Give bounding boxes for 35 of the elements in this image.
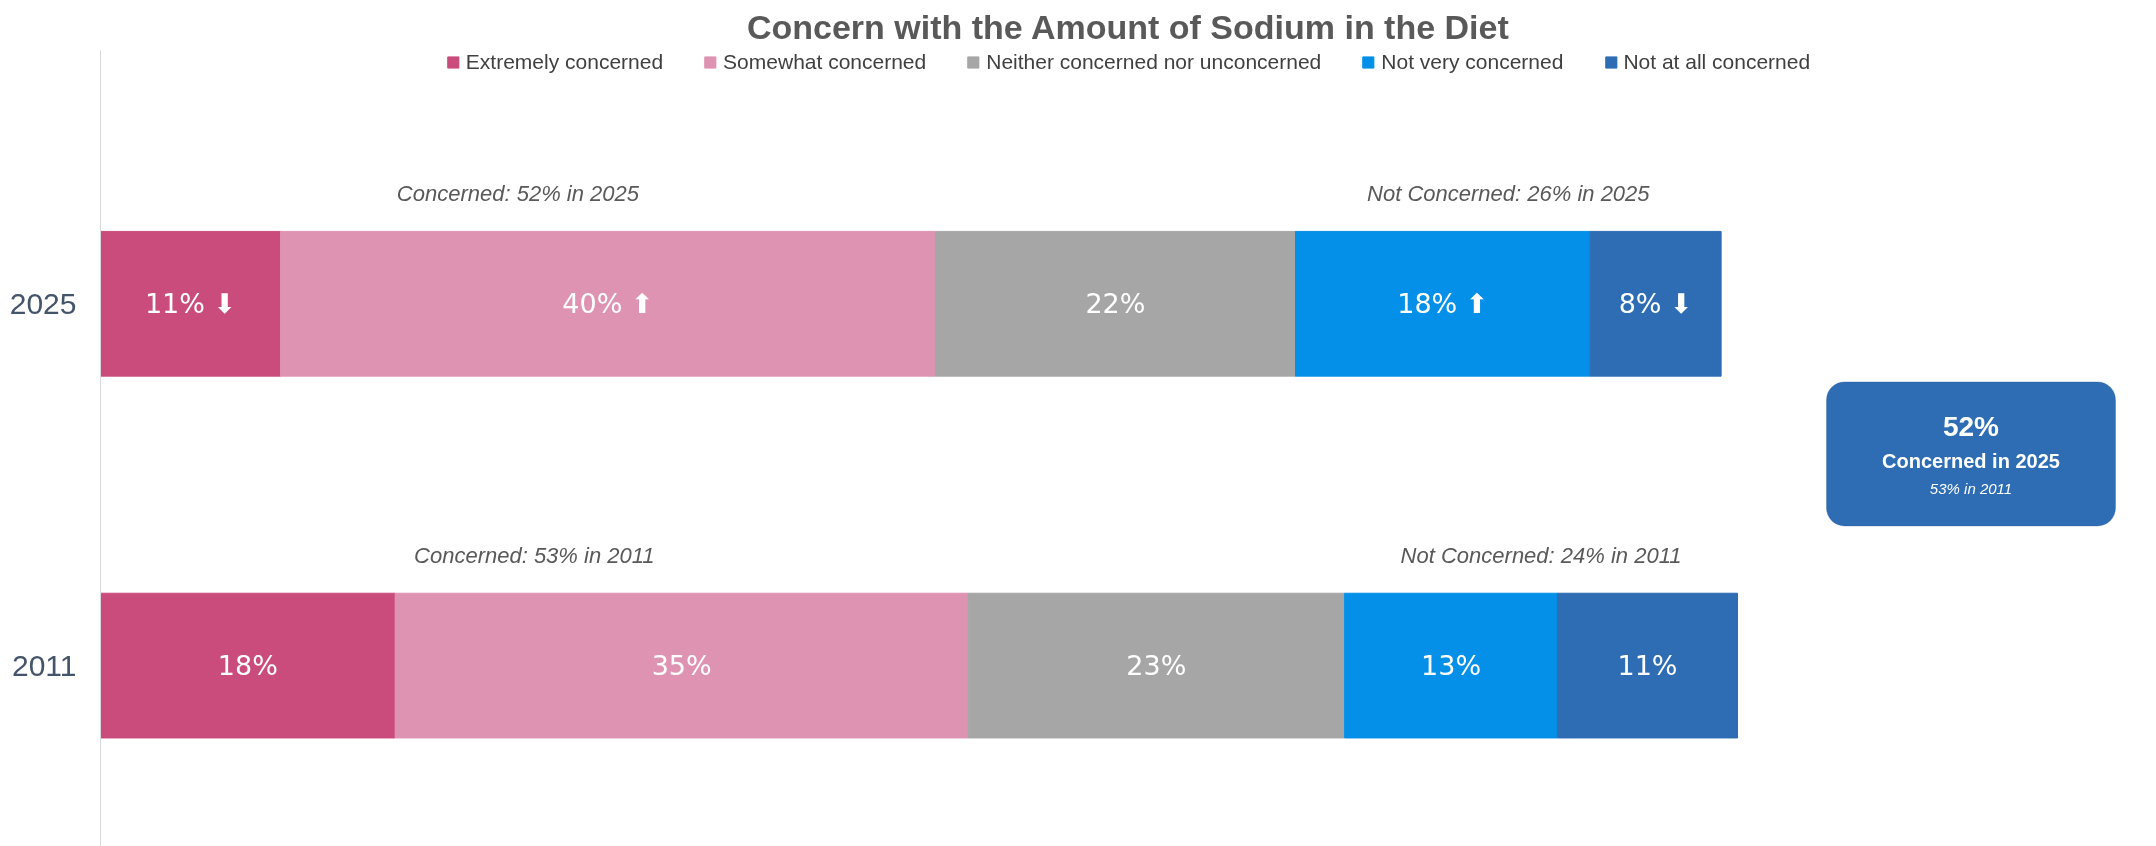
bar bbox=[100, 230, 282, 377]
bar bbox=[1344, 592, 1558, 739]
data-label: 40% ⬆ bbox=[562, 288, 654, 320]
legend-label: Somewhat concerned bbox=[723, 50, 927, 74]
bar bbox=[967, 592, 1346, 739]
bar bbox=[280, 230, 936, 377]
bar bbox=[934, 230, 1297, 377]
annotation: Not Concerned: 24% in 2011 bbox=[1400, 542, 1682, 568]
data-label: 22% bbox=[1085, 288, 1146, 320]
data-label: 8% ⬇ bbox=[1618, 288, 1693, 320]
data-label: 11% bbox=[1617, 650, 1678, 682]
text: 53% in 2011 bbox=[1929, 479, 2013, 497]
annotation: Concerned: 52% in 2025 bbox=[396, 181, 640, 207]
bar bbox=[394, 592, 969, 739]
bar bbox=[1556, 592, 1738, 739]
data-label: 18% ⬆ bbox=[1397, 288, 1489, 320]
legend-label: Neither concerned nor unconcerned bbox=[986, 50, 1322, 74]
text: Concerned in 2025 bbox=[1882, 450, 2060, 473]
data-label: 18% bbox=[217, 650, 278, 682]
y-tick-label: 2025 bbox=[9, 286, 77, 320]
data-label: 13% bbox=[1421, 650, 1482, 682]
bar bbox=[1589, 230, 1722, 377]
annotation: Concerned: 53% in 2011 bbox=[414, 542, 655, 568]
data-label: 11% ⬇ bbox=[144, 288, 237, 320]
annotation: Not Concerned: 26% in 2025 bbox=[1367, 181, 1651, 207]
legend-label: Not very concerned bbox=[1381, 50, 1564, 74]
bar bbox=[100, 592, 396, 739]
legend-label: Not at all concerned bbox=[1623, 50, 1811, 74]
chart-title: Concern with the Amount of Sodium in the Diet bbox=[746, 7, 1509, 46]
data-label: 23% bbox=[1126, 650, 1187, 682]
data-label: 35% bbox=[651, 650, 712, 682]
legend-label: Extremely concerned bbox=[465, 50, 664, 74]
text: 52% bbox=[1942, 411, 2000, 443]
bar bbox=[1295, 230, 1591, 377]
y-tick-label: 2011 bbox=[11, 648, 77, 682]
